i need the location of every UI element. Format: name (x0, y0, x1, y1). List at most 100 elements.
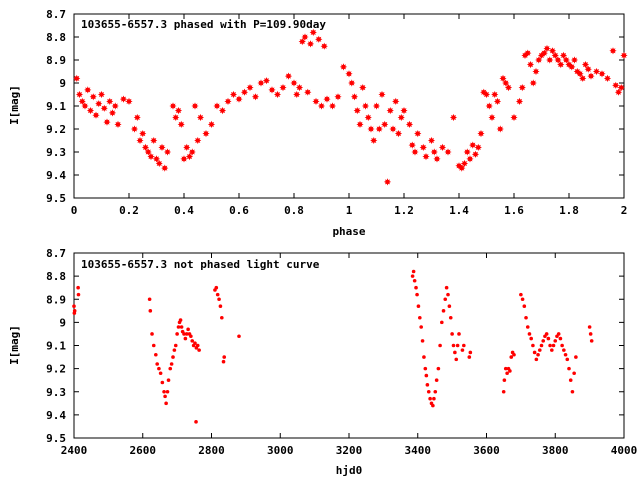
phased-data-point (430, 148, 438, 156)
phased-y-tick-label: 8.8 (46, 31, 66, 44)
unphased-data-point (158, 371, 163, 376)
phased-x-tick-label: 0.8 (284, 204, 304, 217)
unphased-data-point (157, 366, 161, 371)
phased-data-point (86, 107, 95, 115)
unphased-data-point (432, 396, 436, 401)
unphased-y-tick-label: 8.7 (46, 247, 66, 260)
phased-data-point (581, 61, 590, 69)
unphased-data-point (154, 352, 158, 357)
unphased-x-tick-label: 3800 (542, 444, 569, 457)
phased-data-point (471, 150, 480, 158)
phased-data-point (114, 120, 122, 128)
unphased-data-point (173, 343, 178, 348)
phased-data-point (361, 102, 370, 110)
unphased-data-point (151, 343, 156, 348)
unphased-data-point (563, 352, 568, 357)
phased-data-point (161, 164, 169, 172)
phased-data-point (108, 109, 117, 117)
phased-data-point (191, 102, 199, 110)
phased-data-point (433, 155, 441, 163)
unphased-data-point (189, 334, 193, 339)
phased-data-point (180, 155, 188, 163)
phased-x-tick-label: 0 (71, 204, 78, 217)
unphased-data-point (194, 420, 198, 424)
unphased-data-point (544, 332, 549, 336)
phased-data-point (207, 120, 216, 128)
unphased-data-point (505, 371, 509, 376)
unphased-data-point (411, 269, 416, 274)
phased-data-point (510, 113, 518, 122)
unphased-data-point (522, 304, 527, 308)
unphased-x-tick-label: 3000 (267, 444, 294, 457)
unphased-data-point (509, 355, 514, 359)
phased-data-point (139, 130, 147, 138)
unphased-data-point (178, 318, 183, 322)
phased-data-point (92, 111, 100, 119)
unphased-x-tick-label: 4000 (611, 444, 638, 457)
phased-data-point (617, 84, 625, 92)
phased-data-point (554, 56, 562, 64)
phased-y-tick-label: 9.5 (46, 192, 66, 205)
unphased-data-point (217, 297, 221, 302)
phased-data-point (411, 148, 419, 156)
unphased-data-point (184, 332, 189, 336)
phased-data-point (444, 148, 452, 156)
phased-plot-frame (73, 13, 625, 199)
unphased-plot-title: 103655-6557.3 not phased light curve (81, 258, 320, 271)
phased-data-point (499, 74, 507, 82)
unphased-data-point (190, 339, 195, 343)
phased-data-point (524, 49, 532, 57)
unphased-data-point (502, 378, 507, 382)
phased-data-point (463, 148, 471, 156)
phased-data-point (614, 88, 623, 96)
phased-data-point (95, 100, 103, 108)
unphased-x-tick-label: 3400 (405, 444, 432, 457)
unphased-data-point (147, 297, 152, 302)
phased-x-tick-label: 0.4 (174, 204, 194, 217)
unphased-data-point (414, 285, 418, 290)
phased-data-point (334, 93, 342, 101)
phased-data-point (612, 81, 620, 89)
unphased-data-point (567, 366, 571, 371)
phased-data-point (130, 125, 139, 133)
phased-data-point (587, 72, 595, 80)
unphased-data-point (562, 348, 566, 352)
phased-data-point (427, 136, 436, 145)
phased-data-point (568, 63, 576, 71)
unphased-data-point (419, 325, 423, 329)
phased-data-point (301, 33, 309, 41)
phased-data-point (438, 143, 447, 151)
phased-data-point (257, 79, 265, 87)
unphased-data-point (431, 403, 435, 408)
phased-data-point (235, 95, 243, 103)
phased-data-point (518, 84, 526, 92)
unphased-data-point (72, 309, 77, 313)
unphased-data-point (160, 380, 165, 385)
unphased-data-point (537, 348, 542, 352)
phased-data-point (491, 90, 499, 99)
phased-data-point (320, 42, 328, 50)
unphased-data-point (221, 359, 226, 364)
phased-data-point (392, 97, 400, 105)
phased-data-point (89, 93, 97, 101)
phased-data-point (345, 70, 353, 78)
phased-data-point (185, 153, 194, 161)
phased-data-point (298, 38, 306, 46)
phased-data-point (609, 47, 617, 55)
unphased-data-point (76, 292, 81, 297)
unphased-data-point (574, 355, 578, 359)
unphased-data-point (529, 336, 533, 341)
unphased-data-point (424, 373, 429, 378)
unphased-data-point (450, 332, 454, 336)
unphased-data-point (218, 304, 223, 308)
unphased-data-point (587, 325, 592, 329)
phased-data-point (540, 49, 548, 57)
unphased-data-point (512, 352, 516, 357)
unphased-data-point (453, 350, 457, 355)
phased-y-axis-label: I[mag] (8, 85, 21, 125)
phased-data-point (246, 84, 254, 92)
unphased-y-axis-label: I[mag] (8, 325, 21, 365)
phased-data-point (218, 107, 227, 115)
unphased-y-tick-label: 9.4 (46, 409, 66, 422)
